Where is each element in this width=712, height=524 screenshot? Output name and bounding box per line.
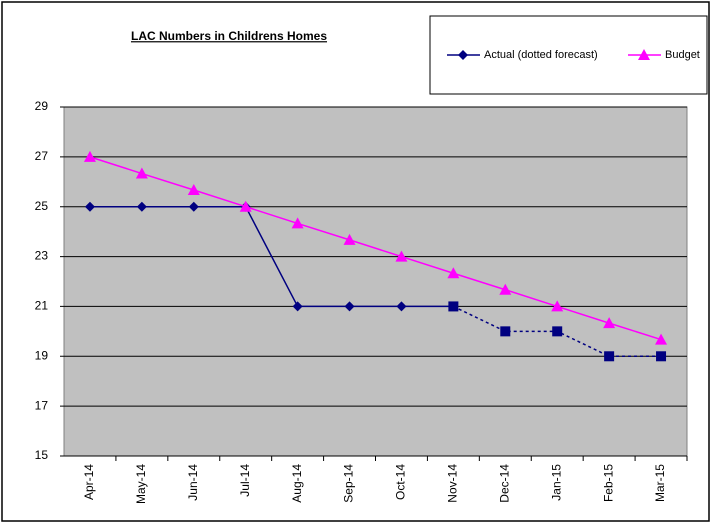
plot-area [63, 106, 688, 457]
series-line [89, 156, 662, 341]
data-point [84, 201, 95, 212]
x-tick-label: Jan-15 [549, 464, 563, 501]
data-point [291, 217, 304, 229]
y-tick-label: 23 [35, 249, 49, 263]
legend-marker [638, 49, 650, 60]
data-point [395, 250, 408, 262]
data-point [552, 326, 563, 337]
data-point [187, 184, 200, 196]
x-tick-label: May-14 [134, 464, 148, 504]
data-point [656, 351, 667, 362]
legend-label: Budget [665, 49, 700, 61]
y-tick-label: 25 [35, 199, 49, 213]
data-point [500, 326, 511, 337]
data-point [344, 301, 355, 312]
data-point [83, 150, 96, 162]
x-tick-label: Jun-14 [186, 464, 200, 501]
y-tick-label: 27 [35, 149, 49, 163]
data-point [447, 267, 460, 279]
data-point [603, 317, 616, 329]
y-tick-label: 17 [35, 398, 49, 412]
data-point [655, 333, 668, 345]
data-point [448, 301, 459, 312]
data-point [188, 201, 199, 212]
chart-title: LAC Numbers in Childrens Homes [131, 29, 327, 43]
x-tick-label: Sep-14 [342, 464, 356, 503]
y-tick-label: 29 [35, 99, 49, 113]
data-point [135, 167, 148, 179]
data-point [604, 351, 615, 362]
data-point [343, 233, 356, 245]
x-tick-label: Nov-14 [446, 464, 460, 503]
legend-marker [458, 50, 468, 60]
legend-label: Actual (dotted forecast) [484, 49, 598, 61]
x-tick-label: Oct-14 [394, 464, 408, 500]
data-point [292, 301, 303, 312]
x-tick-label: Feb-15 [601, 464, 615, 502]
x-tick-label: Apr-14 [82, 464, 96, 500]
y-tick-label: 19 [35, 348, 49, 362]
x-tick-label: Dec-14 [497, 464, 511, 503]
x-tick-label: Jul-14 [238, 464, 252, 497]
x-tick-label: Mar-15 [653, 464, 667, 502]
data-point [396, 301, 407, 312]
data-point [239, 200, 252, 212]
y-tick-label: 15 [35, 448, 49, 462]
x-tick-label: Aug-14 [290, 464, 304, 503]
series-line [89, 205, 454, 308]
data-point [136, 201, 147, 212]
data-point [499, 283, 512, 295]
data-point [551, 300, 564, 312]
y-tick-label: 21 [35, 299, 49, 313]
